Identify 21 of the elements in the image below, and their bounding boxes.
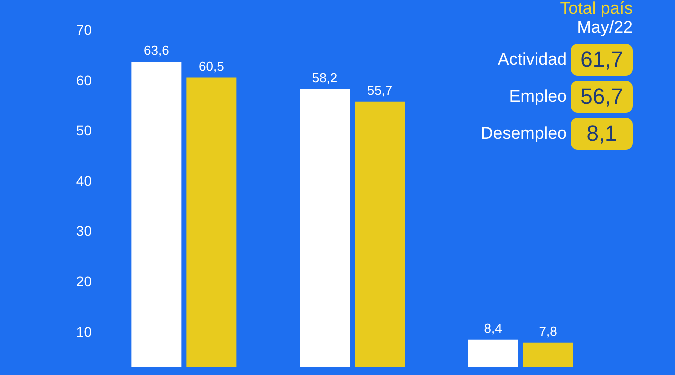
y-tick-label: 30 [76,223,92,240]
y-tick-label: 40 [76,172,92,189]
y-tick-label: 60 [76,72,92,88]
data-label: 63,6 [144,43,170,58]
y-tick-label: 70 [76,22,92,38]
data-label: 60,5 [199,58,224,74]
data-label: 7,8 [539,324,558,339]
y-tick-label: 20 [76,273,92,290]
annotation: Desempleo [481,124,567,144]
annotation: 56,7 [571,81,633,113]
data-label: 58,2 [312,70,338,86]
text: May/22 [576,18,633,38]
annotation: Actividad [498,50,567,70]
y-tick-label: 10 [76,324,92,340]
text: Total país [559,0,633,18]
y-tick-label: 50 [76,122,92,139]
annotation: 8,1 [571,118,633,150]
data-label: 55,7 [367,82,393,98]
annotation: Empleo [509,87,567,107]
annotation: 61,7 [571,44,633,76]
data-label: 8,4 [484,320,502,336]
